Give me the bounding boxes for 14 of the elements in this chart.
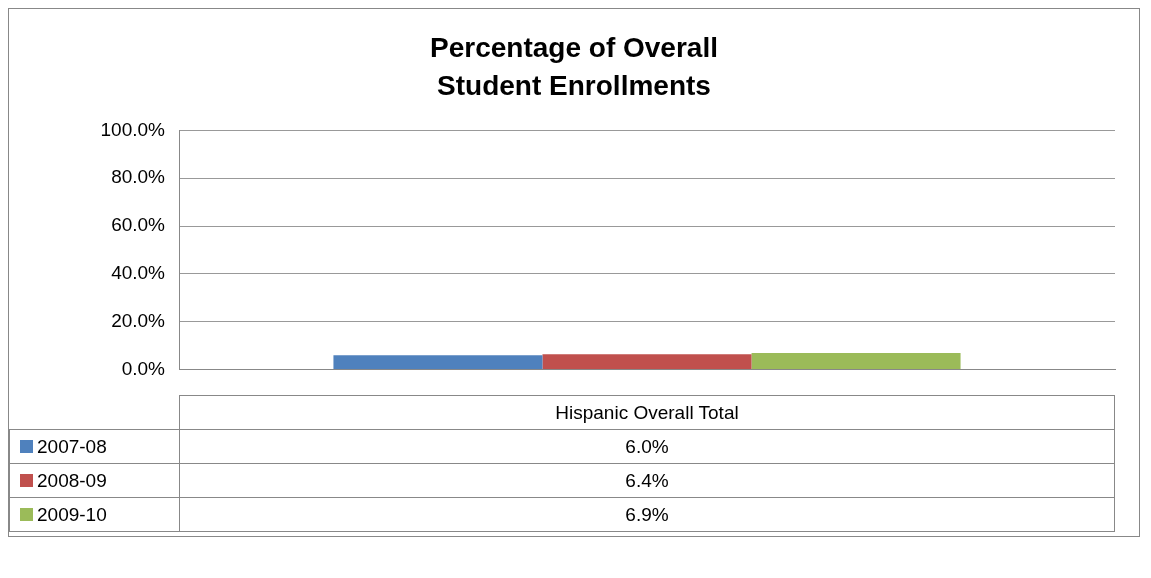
legend-label: 2007-08 — [37, 435, 107, 457]
y-tick-label: 60.0% — [111, 214, 166, 236]
legend-label: 2009-10 — [37, 503, 107, 525]
text: 6.0% — [179, 429, 1115, 464]
text: 6.9% — [179, 497, 1115, 532]
chart-title: Percentage of Overall Student Enrollments — [429, 31, 719, 103]
y-tick-label: 80.0% — [111, 166, 166, 188]
legend-label: 2008-09 — [37, 469, 107, 491]
x-tick-label: Hispanic Overall Total — [179, 395, 1115, 430]
y-tick-label: 20.0% — [111, 309, 166, 331]
y-tick-label: 100.0% — [100, 118, 166, 140]
text: 6.4% — [179, 463, 1115, 498]
y-tick-label: 40.0% — [111, 262, 166, 284]
y-tick-label: 0.0% — [121, 357, 166, 379]
